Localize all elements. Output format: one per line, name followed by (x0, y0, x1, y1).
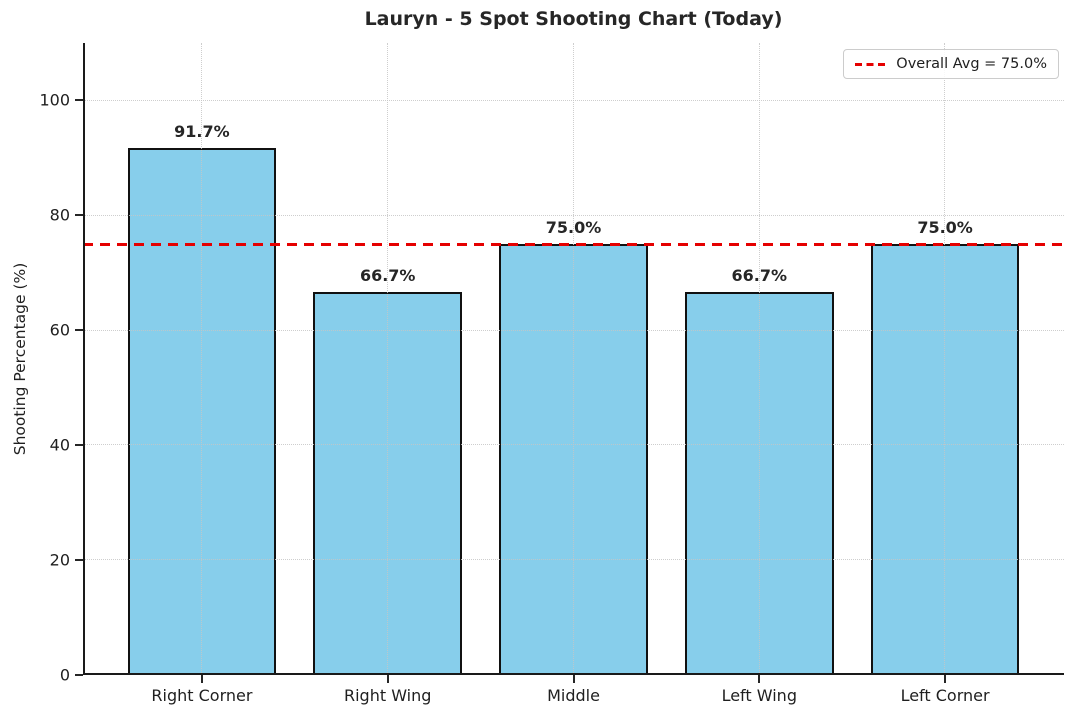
y-axis-spine (83, 43, 85, 675)
x-tick-label: Left Corner (900, 686, 990, 705)
y-tick-label: 20 (49, 550, 70, 570)
bar-value-label: 91.7% (174, 122, 230, 142)
y-tick-mark (75, 559, 83, 562)
x-tick-mark (200, 675, 203, 683)
y-tick-label: 100 (39, 90, 70, 110)
y-tick-mark (75, 674, 83, 676)
y-tick-label: 0 (59, 665, 70, 685)
y-tick-mark (75, 444, 83, 447)
x-tick-mark (386, 675, 389, 683)
y-tick-mark (75, 329, 83, 332)
x-tick-label: Left Wing (721, 686, 797, 705)
y-tick-mark (75, 99, 83, 102)
chart-title: Lauryn - 5 Spot Shooting Chart (Today) (364, 8, 783, 30)
y-tick-label: 80 (49, 205, 70, 225)
vertical-gridline (572, 43, 574, 675)
y-tick-label: 60 (49, 320, 70, 340)
x-tick-mark (944, 675, 947, 683)
bar-value-label: 66.7% (359, 265, 416, 285)
x-axis-spine (83, 673, 1064, 675)
overall-average-line (83, 242, 1064, 246)
vertical-gridline (386, 43, 388, 675)
bar-value-label: 75.0% (917, 218, 973, 238)
legend: Overall Avg = 75.0% (843, 49, 1059, 79)
x-tick-label: Middle (547, 686, 600, 705)
bar-value-label: 66.7% (731, 265, 788, 285)
y-tick-mark (75, 214, 83, 217)
x-tick-label: Right Wing (343, 686, 432, 705)
x-tick-mark (572, 675, 575, 683)
plot-area: Overall Avg = 75.0% 0 20 40 60 80 100 91.7% Rig… (39, 43, 1064, 705)
vertical-gridline (758, 43, 760, 675)
dashed-line-legend-swatch (855, 62, 887, 66)
y-axis-label: Shooting Percentage (%) (11, 262, 29, 456)
vertical-gridline (944, 43, 946, 675)
bar-value-label: 75.0% (545, 218, 602, 238)
legend-label: Overall Avg = 75.0% (896, 56, 1047, 72)
vertical-gridline (201, 43, 203, 675)
x-tick-label: Right Corner (151, 686, 253, 705)
x-tick-mark (758, 675, 761, 683)
y-tick-label: 40 (49, 435, 70, 455)
